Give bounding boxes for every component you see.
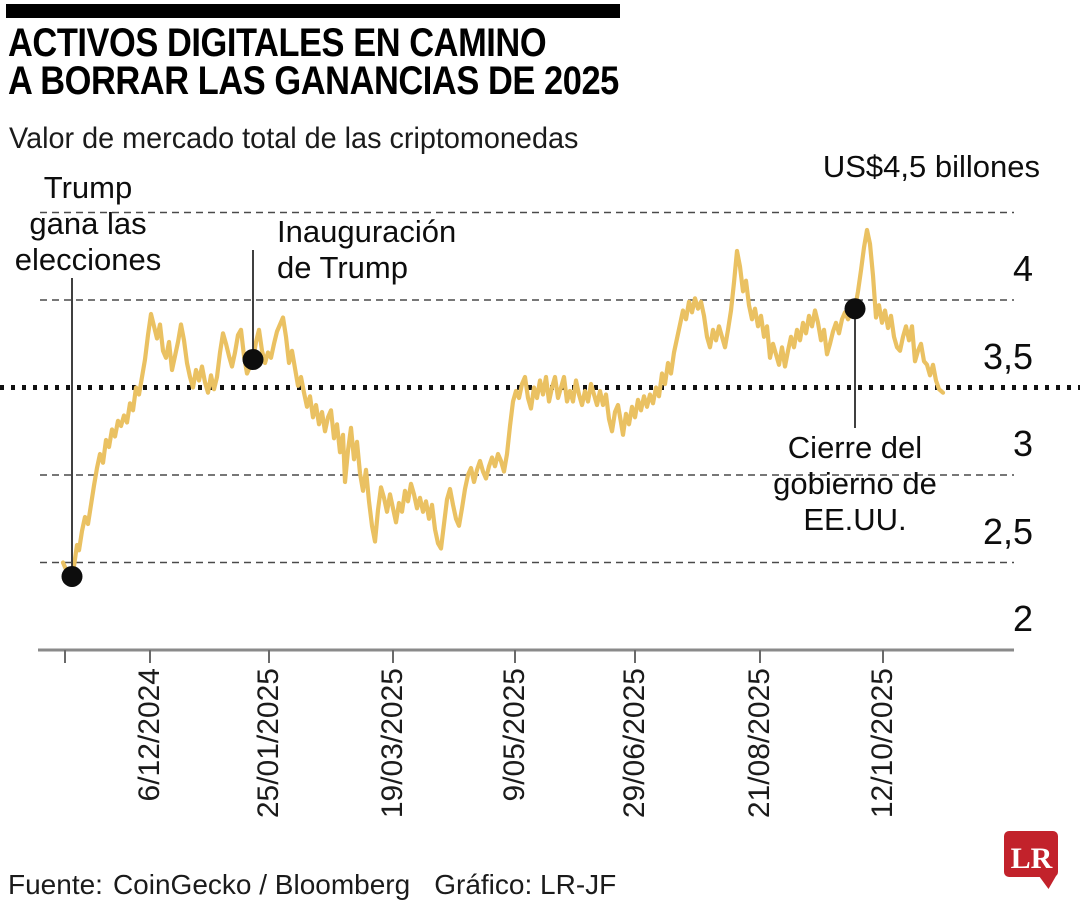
chart-subtitle: Valor de mercado total de las criptomone… <box>9 122 579 155</box>
annotation-text-line: EE.UU. <box>803 502 907 537</box>
logo-bubble-tail <box>1039 876 1056 889</box>
x-tick-label: 9/05/2025 <box>498 668 531 802</box>
page-title: ACTIVOS DIGITALES EN CAMINO A BORRAR LAS… <box>8 21 619 103</box>
credit: Gráfico: LR-JF <box>434 869 617 900</box>
lr-logo: LR <box>1004 831 1058 889</box>
annotation-text-line: gana las <box>29 206 147 241</box>
logo-bubble <box>1004 831 1058 877</box>
x-tick-label: 25/01/2025 <box>252 668 285 819</box>
x-tick-label: 21/08/2025 <box>743 668 776 819</box>
title-accent-bar <box>6 4 620 18</box>
annotation-government-shutdown: Cierre del gobierno de EE.UU. <box>760 430 950 538</box>
y-tick-label: 3,5 <box>982 335 1033 377</box>
annotation-text-line: gobierno de <box>773 466 937 501</box>
y-tick-label: 2,5 <box>982 510 1033 552</box>
crypto-market-cap-line <box>60 227 946 581</box>
y-tick-label: 4 <box>1012 248 1033 289</box>
event-dot <box>844 298 866 320</box>
y-tick-label: 3 <box>1012 423 1033 464</box>
logo-text: LR <box>1011 842 1053 875</box>
x-tick-label: 19/03/2025 <box>376 668 409 819</box>
x-tick-label: 29/06/2025 <box>618 668 651 819</box>
annotation-text-line: de Trump <box>277 250 408 285</box>
annotation-trump-inauguration: Inauguración de Trump <box>277 214 456 286</box>
source-line: Fuente: CoinGecko / Bloomberg Gráfico: LR-… <box>8 869 616 900</box>
annotation-trump-wins-election: Trump gana las elecciones <box>4 170 172 278</box>
annotation-text-line: elecciones <box>14 242 162 277</box>
annotation-text-line: Cierre del <box>787 430 923 465</box>
x-tick-label: 12/10/2025 <box>866 668 899 819</box>
source-label: Fuente: <box>8 869 103 900</box>
event-dot <box>242 349 264 370</box>
source-value: CoinGecko / Bloomberg <box>112 869 411 900</box>
event-dot <box>61 566 83 587</box>
y-axis-unit-label: US$4,5 billones <box>822 149 1040 184</box>
x-tick-label: 6/12/2024 <box>133 668 166 802</box>
title-line-1: ACTIVOS DIGITALES EN CAMINO <box>8 21 547 65</box>
annotation-text-line: Trump <box>43 170 133 205</box>
y-tick-label: 2 <box>1012 598 1033 639</box>
title-line-2: A BORRAR LAS GANANCIAS DE 2025 <box>8 59 619 103</box>
annotation-text-line: Inauguración <box>277 214 457 249</box>
